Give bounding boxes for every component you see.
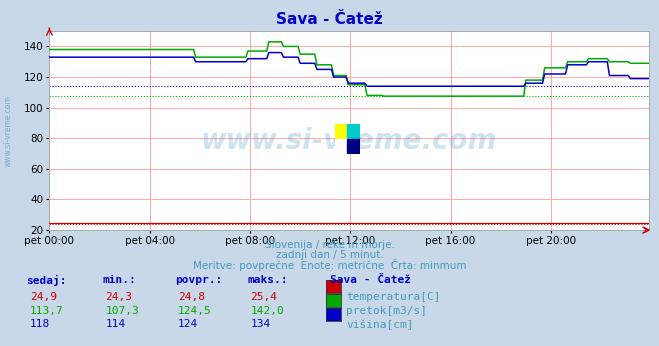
Text: www.si-vreme.com: www.si-vreme.com (3, 95, 13, 167)
Text: Slovenija / reke in morje.: Slovenija / reke in morje. (264, 240, 395, 251)
Text: min.:: min.: (102, 275, 136, 285)
Bar (335, 124, 347, 139)
Text: višina[cm]: višina[cm] (346, 319, 413, 330)
Bar (347, 139, 360, 154)
Bar (335, 139, 347, 154)
Text: 107,3: 107,3 (105, 306, 139, 316)
Text: 134: 134 (250, 319, 271, 329)
Text: www.si-vreme.com: www.si-vreme.com (201, 127, 498, 155)
Text: Sava - Čatež: Sava - Čatež (330, 275, 411, 285)
Text: Sava - Čatež: Sava - Čatež (276, 12, 383, 27)
Text: temperatura[C]: temperatura[C] (346, 292, 440, 302)
Text: Meritve: povprečne  Enote: metrične  Črta: minmum: Meritve: povprečne Enote: metrične Črta:… (192, 259, 467, 271)
Text: 142,0: 142,0 (250, 306, 284, 316)
Text: 118: 118 (30, 319, 50, 329)
Text: 25,4: 25,4 (250, 292, 277, 302)
Text: 124,5: 124,5 (178, 306, 212, 316)
Text: zadnji dan / 5 minut.: zadnji dan / 5 minut. (275, 250, 384, 260)
Text: 124: 124 (178, 319, 198, 329)
Text: povpr.:: povpr.: (175, 275, 222, 285)
Text: sedaj:: sedaj: (26, 275, 67, 286)
Text: 113,7: 113,7 (30, 306, 63, 316)
Text: 114: 114 (105, 319, 126, 329)
Text: 24,3: 24,3 (105, 292, 132, 302)
Text: pretok[m3/s]: pretok[m3/s] (346, 306, 427, 316)
Text: 24,9: 24,9 (30, 292, 57, 302)
Bar (347, 124, 360, 139)
Text: maks.:: maks.: (247, 275, 287, 285)
Text: 24,8: 24,8 (178, 292, 205, 302)
